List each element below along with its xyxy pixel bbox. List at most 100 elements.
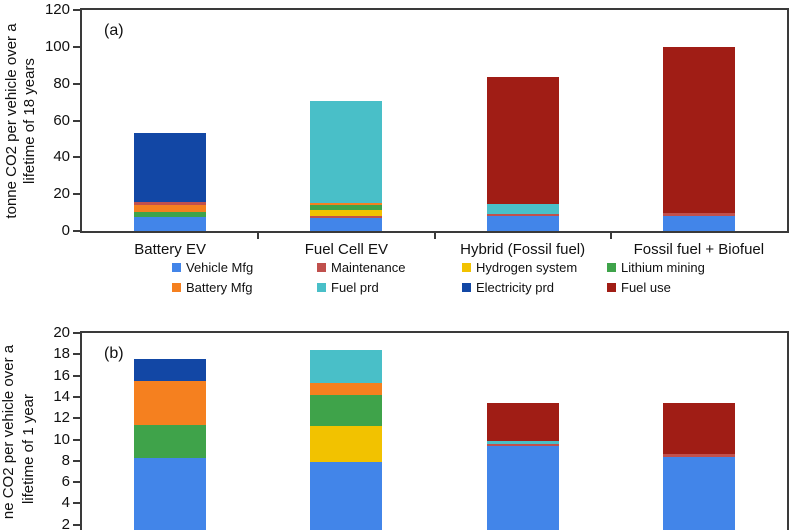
y-tick-mark-b-6: [73, 481, 80, 484]
x-tick-mark-a-3: [609, 233, 612, 239]
segment-hydrogen-system: [310, 425, 383, 462]
segment-fuel-use: [486, 76, 559, 204]
y-tick-mark-b-14: [73, 395, 80, 398]
bar-b-hybrid-fossil-fuel: [486, 403, 559, 530]
legend-swatch-vehicle-mfg: [172, 263, 181, 272]
segment-lithium-mining: [134, 424, 207, 458]
y-tick-label-b-14: 14: [53, 387, 70, 405]
legend-label-fuel-prd: Fuel prd: [331, 280, 379, 295]
segment-battery-mfg: [310, 383, 383, 395]
segment-fuel-prd: [486, 203, 559, 214]
y-tick-label-a-120: 120: [44, 1, 70, 18]
legend-item-fuel-use: Fuel use: [607, 280, 752, 295]
x-tick-mark-a-1: [257, 233, 260, 239]
segment-maintenance: [310, 215, 383, 218]
legend-item-electricity-prd: Electricity prd: [462, 280, 607, 295]
legend-swatch-fuel-prd: [317, 283, 326, 292]
y-tick-label-b-6: 6: [61, 473, 70, 491]
legend-item-lithium-mining: Lithium mining: [607, 260, 752, 275]
segment-fuel-prd: [310, 101, 383, 203]
segment-vehicle-mfg: [134, 217, 207, 231]
bar-a-fuel-cell-ev: [310, 101, 383, 231]
segment-maintenance: [662, 212, 735, 217]
y-tick-mark-b-16: [73, 374, 80, 377]
segment-fuel-use: [662, 46, 735, 213]
y-tick-label-a-100: 100: [44, 37, 70, 55]
legend-label-hydrogen-system: Hydrogen system: [476, 260, 578, 275]
bar-b-fossil-fuel-biofuel: [662, 403, 735, 530]
x-tick-mark-a-2: [433, 233, 436, 239]
x-category-label-hybrid-fossil-fuel: Hybrid (Fossil fuel): [460, 241, 586, 258]
segment-fuel-prd: [486, 440, 559, 444]
y-tick-label-b-10: 10: [53, 430, 70, 448]
y-tick-label-a-0: 0: [61, 222, 70, 239]
legend-item-maintenance: Maintenance: [317, 260, 462, 275]
segment-maintenance: [486, 213, 559, 217]
segment-lithium-mining: [134, 211, 207, 218]
segment-vehicle-mfg: [486, 445, 559, 530]
legend-label-electricity-prd: Electricity prd: [476, 280, 555, 295]
y-tick-label-a-80: 80: [53, 74, 70, 92]
legend: Vehicle Mfg Maintenance Hydrogen system Lit…: [172, 260, 752, 295]
segment-hydrogen-system: [310, 209, 383, 216]
segment-vehicle-mfg: [662, 216, 735, 231]
y-tick-label-b-18: 18: [53, 345, 70, 363]
x-category-label-fuel-cell-ev: Fuel Cell EV: [304, 241, 389, 258]
legend-item-hydrogen-system: Hydrogen system: [462, 260, 607, 275]
legend-item-vehicle-mfg: Vehicle Mfg: [172, 260, 317, 275]
segment-electricity-prd: [134, 358, 207, 381]
y-tick-mark-b-10: [73, 438, 80, 441]
segment-maintenance: [134, 202, 207, 206]
segment-vehicle-mfg: [134, 457, 207, 530]
y-axis-title-b-line1: ne CO2 per vehicle over a: [0, 344, 17, 520]
y-tick-label-b-16: 16: [53, 366, 70, 384]
y-tick-label-a-60: 60: [53, 111, 70, 129]
panel-b-label: (b): [104, 345, 124, 362]
y-tick-mark-a-60: [73, 119, 80, 122]
y-tick-mark-a-80: [73, 82, 80, 85]
y-tick-mark-a-120: [73, 9, 80, 11]
segment-fuel-prd: [310, 350, 383, 384]
y-tick-label-b-4: 4: [61, 494, 70, 512]
y-tick-mark-a-20: [73, 193, 80, 196]
segment-battery-mfg: [134, 380, 207, 425]
legend-item-fuel-prd: Fuel prd: [317, 280, 462, 295]
y-tick-mark-b-4: [73, 502, 80, 505]
y-tick-mark-b-2: [73, 523, 80, 526]
panel-a-label: (a): [104, 22, 124, 39]
bar-a-fossil-fuel-biofuel: [662, 46, 735, 231]
legend-label-battery-mfg: Battery Mfg: [186, 280, 253, 295]
y-tick-mark-a-0: [73, 230, 80, 232]
segment-fuel-use: [486, 403, 559, 441]
segment-vehicle-mfg: [486, 216, 559, 231]
segment-battery-mfg: [134, 205, 207, 212]
segment-lithium-mining: [310, 394, 383, 426]
y-tick-label-b-12: 12: [53, 409, 70, 427]
legend-item-battery-mfg: Battery Mfg: [172, 280, 317, 295]
y-tick-mark-a-40: [73, 156, 80, 159]
bar-a-battery-ev: [134, 132, 207, 231]
x-category-label-fossil-fuel-biofuel: Fossil fuel + Biofuel: [633, 241, 765, 258]
y-tick-label-a-20: 20: [53, 185, 70, 203]
x-category-label-battery-ev: Battery EV: [134, 241, 206, 258]
legend-label-vehicle-mfg: Vehicle Mfg: [186, 260, 254, 275]
segment-electricity-prd: [134, 132, 207, 203]
segment-vehicle-mfg: [310, 217, 383, 231]
y-tick-mark-b-18: [73, 353, 80, 356]
bar-b-battery-ev: [134, 358, 207, 530]
segment-maintenance: [486, 443, 559, 446]
legend-swatch-lithium-mining: [607, 263, 616, 272]
bar-a-hybrid-fossil-fuel: [486, 76, 559, 231]
segment-vehicle-mfg: [310, 461, 383, 530]
segment-maintenance: [662, 454, 735, 457]
y-tick-label-a-40: 40: [53, 148, 70, 166]
segment-fuel-use: [662, 403, 735, 455]
segment-lithium-mining: [310, 204, 383, 210]
y-tick-label-b-2: 2: [61, 515, 70, 530]
y-tick-label-b-8: 8: [61, 451, 70, 469]
legend-swatch-maintenance: [317, 263, 326, 272]
y-tick-label-b-20: 20: [53, 324, 70, 341]
legend-swatch-electricity-prd: [462, 283, 471, 292]
